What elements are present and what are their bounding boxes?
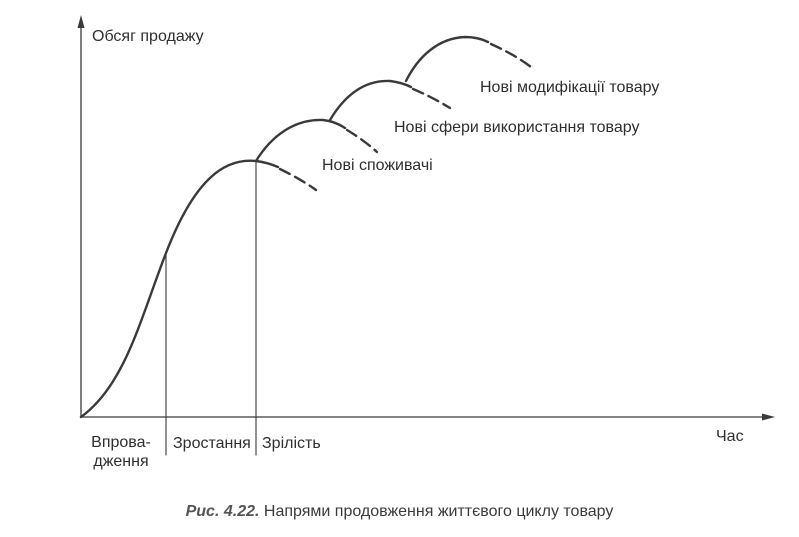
x-axis-arrow [762,413,775,421]
stage-label-introduction: Впрова-дження [91,434,151,470]
extension-dashed-new-uses [411,87,452,110]
y-axis-arrow [77,15,85,28]
extension-label-new-uses: Нові сфери використання товару [394,119,640,136]
extension-label-new-modifications: Нові модифікації товару [480,79,660,96]
extension-dashed-new-modifications [489,42,533,69]
y-axis-label: Обсяг продажу [92,28,204,45]
figure-number: Рис. 4.22. [185,503,260,520]
life-cycle-decline-dashed [278,167,318,192]
extension-label-new-consumers: Нові споживачі [322,157,433,174]
figure-caption-text: Напрями продовження життєвого циклу това… [263,503,614,520]
figure-caption: Рис. 4.22. Напрями продовження життєвого… [0,503,799,521]
extension-dashed-new-consumers [345,128,379,154]
x-axis-label: Час [716,428,744,445]
extension-curve-new-uses [328,79,413,122]
life-cycle-curve [79,159,280,419]
stage-label-growth: Зростання [173,435,251,452]
extension-curve-new-consumers [254,118,347,163]
extension-curve-new-modifications [404,35,490,83]
stage-label-maturity: Зрілість [262,435,321,452]
